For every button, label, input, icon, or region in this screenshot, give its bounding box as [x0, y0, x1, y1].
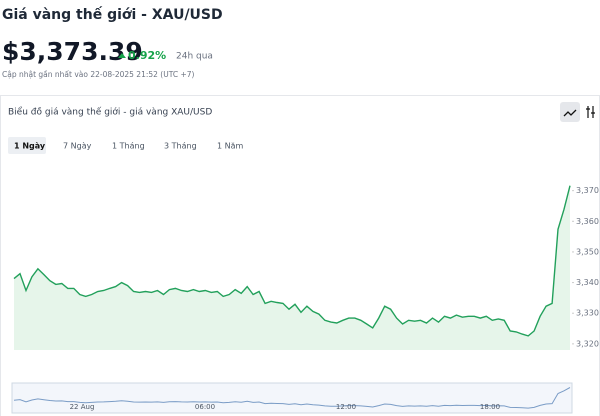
area	[14, 185, 570, 350]
up-arrow	[118, 53, 126, 58]
navigator[interactable]	[11, 382, 573, 414]
navigator-label: 18:00	[480, 403, 500, 411]
y-tick-label: 3,370	[576, 186, 599, 195]
tab[interactable]: 7 Ngày	[63, 142, 92, 151]
line	[13, 185, 571, 337]
navigator-label: 22 Aug	[70, 403, 95, 411]
y-tick-label: 3,350	[576, 247, 599, 256]
updated: Cập nhật gần nhất vào 22-08-2025 21:52 (…	[2, 70, 195, 79]
navigator-label: 06:00	[195, 403, 215, 411]
navigator-label: 12:00	[336, 403, 356, 411]
candle-button[interactable]	[586, 106, 595, 118]
y-tick-label: 3,320	[576, 339, 599, 348]
tab-active-bg	[8, 137, 46, 154]
change: 0.92%	[128, 49, 166, 62]
change-period: 24h qua	[176, 52, 213, 62]
tab[interactable]: 3 Tháng	[164, 142, 197, 151]
navigator-line	[13, 387, 571, 409]
y-tick-label: 3,360	[576, 217, 599, 226]
tab[interactable]: 1 Ngày	[14, 142, 46, 151]
chart-title: Biểu đồ giá vàng thế giới - giá vàng XAU…	[8, 107, 212, 118]
tab[interactable]: 1 Năm	[217, 142, 244, 151]
line-mode-button[interactable]	[560, 102, 580, 122]
line-icon	[563, 109, 577, 117]
y-tick-label: 3,340	[576, 278, 599, 287]
tab[interactable]: 1 Tháng	[112, 142, 145, 151]
page-title: Giá vàng thế giới - XAU/USD	[2, 6, 223, 23]
y-tick-label: 3,330	[576, 309, 599, 318]
price: $3,373.39	[2, 37, 143, 66]
